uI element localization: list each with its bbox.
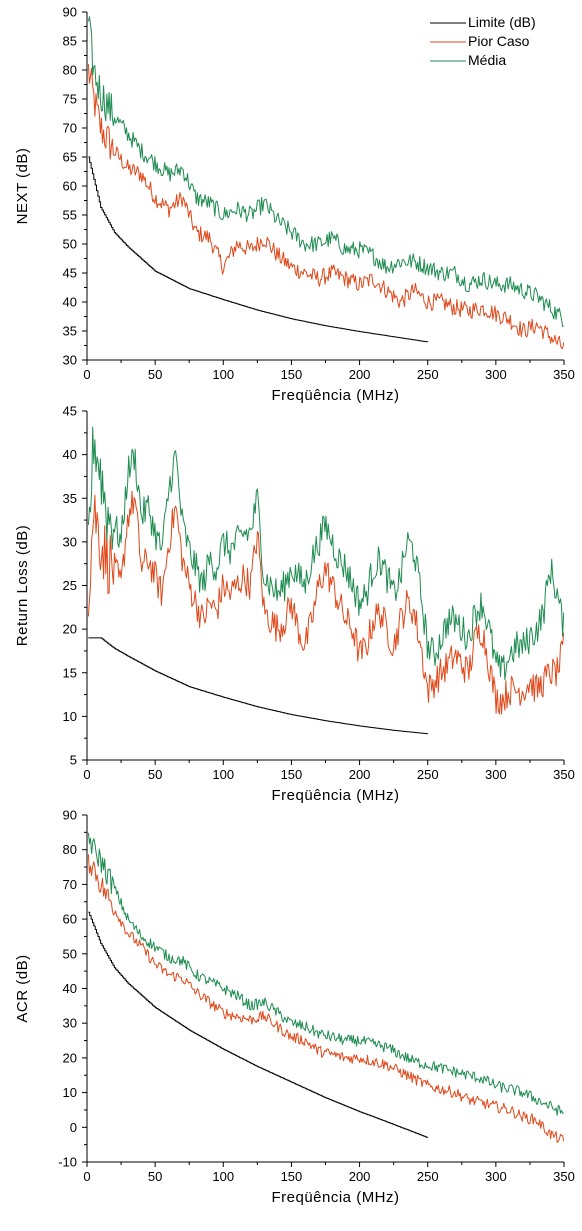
y-tick-label: 25: [63, 578, 77, 593]
x-tick-label: 50: [148, 767, 162, 782]
series-line-pior-caso: [87, 64, 564, 349]
x-axis-label: Freqüência (MHz): [271, 787, 399, 804]
x-axis-label: Freqüência (MHz): [271, 1189, 399, 1206]
x-tick-label: 200: [349, 767, 371, 782]
y-tick-label: 45: [63, 266, 77, 281]
y-tick-label: 90: [63, 5, 77, 20]
x-tick-label: 200: [349, 1169, 371, 1184]
y-tick-label: 40: [63, 447, 77, 462]
x-tick-label: 100: [212, 367, 234, 382]
y-axis-label: NEXT (dB): [14, 148, 31, 225]
legend-label: Pior Caso: [468, 33, 530, 49]
x-tick-label: 150: [281, 1169, 303, 1184]
x-tick-label: 200: [349, 367, 371, 382]
x-tick-label: 350: [553, 367, 575, 382]
y-tick-label: 30: [63, 353, 77, 368]
chart-panel-1: 0 50 100 150 200 250 300 350 30 35 40 45 50 55 60 65 70 7…: [14, 5, 575, 405]
x-tick-label: 250: [417, 1169, 439, 1184]
x-tick-label: 100: [212, 1169, 234, 1184]
legend: Limite (dB) Pior Caso Média: [430, 14, 536, 68]
y-tick-label: 65: [63, 150, 77, 165]
series-line-limite-db: [88, 911, 429, 1138]
y-axis-label: ACR (dB): [14, 954, 31, 1022]
y-tick-label: 10: [63, 1085, 77, 1100]
x-tick-label: 50: [148, 367, 162, 382]
y-tick-label: 80: [63, 842, 77, 857]
y-tick-label: 70: [63, 877, 77, 892]
y-tick-label: 60: [63, 179, 77, 194]
y-tick-label: 20: [63, 1050, 77, 1065]
y-tick-label: 75: [63, 92, 77, 107]
y-tick-label: 50: [63, 237, 77, 252]
y-tick-label: 0: [70, 1120, 77, 1135]
x-tick-label: 150: [281, 767, 303, 782]
y-tick-label: 40: [63, 981, 77, 996]
chart-panel-3: 0 50 100 150 200 250 300 350 -10 0 10 20 30 40 50 60 70 8…: [14, 808, 575, 1207]
x-axis-label: Freqüência (MHz): [271, 387, 399, 404]
series-group: [87, 16, 564, 349]
y-tick-label: 30: [63, 1016, 77, 1031]
y-tick-label: 70: [63, 121, 77, 136]
y-tick-label: 90: [63, 808, 77, 823]
y-axis-label: Return Loss (dB): [14, 525, 31, 646]
series-line-m-dia: [87, 426, 564, 681]
x-tick-label: 350: [553, 767, 575, 782]
series-line-m-dia: [87, 832, 564, 1116]
y-tick-label: 40: [63, 295, 77, 310]
chart-panel-2: 0 50 100 150 200 250 300 350 5 10 15 20 25 30 35 40 45 Fr…: [14, 404, 575, 805]
series-line-pior-caso: [87, 854, 564, 1143]
x-tick-label: 300: [485, 1169, 507, 1184]
series-line-limite-db: [88, 156, 429, 343]
y-tick-label: 45: [63, 404, 77, 419]
x-tick-label: 350: [553, 1169, 575, 1184]
y-tick-label: 30: [63, 534, 77, 549]
x-tick-label: 300: [485, 367, 507, 382]
legend-label: Limite (dB): [468, 14, 536, 30]
y-tick-label: 20: [63, 622, 77, 637]
x-tick-label: 100: [212, 767, 234, 782]
y-tick-label: 85: [63, 34, 77, 49]
series-group: [87, 426, 564, 735]
x-tick-label: 0: [83, 767, 90, 782]
x-tick-label: 0: [83, 367, 90, 382]
y-tick-label: 55: [63, 208, 77, 223]
y-tick-label: -10: [58, 1155, 77, 1170]
series-line-pior-caso: [87, 490, 564, 715]
series-line-m-dia: [87, 16, 564, 328]
y-tick-label: 35: [63, 324, 77, 339]
y-tick-label: 50: [63, 946, 77, 961]
x-tick-label: 50: [148, 1169, 162, 1184]
y-tick-label: 35: [63, 491, 77, 506]
x-tick-label: 300: [485, 767, 507, 782]
y-tick-label: 5: [70, 753, 77, 768]
x-tick-label: 0: [83, 1169, 90, 1184]
x-tick-label: 150: [281, 367, 303, 382]
y-tick-label: 15: [63, 665, 77, 680]
series-group: [87, 832, 564, 1143]
x-tick-label: 250: [417, 767, 439, 782]
y-tick-label: 60: [63, 912, 77, 927]
y-tick-label: 10: [63, 709, 77, 724]
y-tick-label: 80: [63, 63, 77, 78]
series-line-limite-db: [88, 637, 429, 735]
x-tick-label: 250: [417, 367, 439, 382]
legend-label: Média: [468, 52, 506, 68]
